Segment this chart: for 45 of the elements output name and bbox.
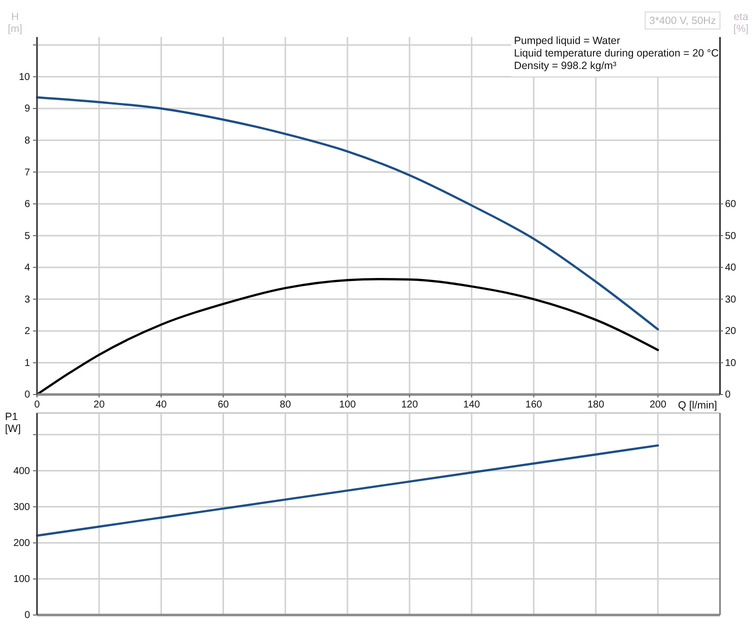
y-tick-label: 5	[24, 230, 30, 242]
annotation: Liquid temperature during operation = 20 °C	[514, 48, 720, 60]
y-axis-title: H [m]	[8, 11, 22, 35]
chart-title: 3*400 V, 50Hz	[649, 15, 716, 27]
annotation: Density = 998.2 kg/m³	[514, 60, 617, 72]
y-tick-label: 0	[24, 610, 30, 622]
y2-tick-label: 0	[725, 390, 731, 401]
y-tick-label: 300	[13, 502, 30, 513]
y2-tick-label: 50	[725, 230, 737, 242]
y2-tick-label: 10	[725, 358, 737, 369]
y2-tick-label: 40	[725, 262, 737, 274]
x-tick-label: 160	[525, 400, 543, 411]
annotation: Pumped liquid = Water	[514, 35, 621, 47]
y2-tick-label: 20	[725, 326, 737, 338]
y-tick-label: 200	[13, 538, 30, 550]
x-tick-label: 120	[401, 400, 418, 411]
x-axis-title: Q [l/min]	[678, 400, 718, 412]
y-tick-label: 4	[24, 262, 30, 274]
line-series	[36, 278, 660, 396]
x-tick-label: 40	[156, 400, 168, 411]
y-tick-label: 10	[18, 72, 30, 83]
x-tick-label: 80	[280, 400, 292, 411]
y-tick-label: 1	[24, 358, 30, 369]
y-tick-label: 100	[13, 574, 30, 586]
y-tick-label: 7	[24, 167, 30, 178]
y-tick-label: 3	[24, 294, 30, 306]
x-tick-label: 100	[339, 400, 356, 411]
y-tick-label: 8	[24, 135, 30, 146]
y-tick-label: 400	[13, 466, 30, 477]
x-tick-label: 140	[463, 400, 480, 411]
x-tick-label: 180	[587, 400, 605, 411]
x-tick-label: 200	[650, 400, 667, 411]
line-series	[36, 96, 660, 330]
x-tick-label: 0	[34, 400, 40, 411]
y-tick-label: 9	[24, 104, 30, 115]
x-tick-label: 20	[94, 400, 106, 411]
y2-axis-title: eta [%]	[733, 11, 749, 35]
x-tick-label: 60	[218, 400, 230, 411]
y-tick-label: 6	[24, 199, 30, 210]
line-series	[36, 444, 660, 537]
y-tick-label: 2	[24, 326, 30, 338]
y-tick-label: 0	[24, 390, 30, 401]
y-axis-title: P1 [W]	[5, 411, 21, 435]
y2-tick-label: 60	[725, 199, 737, 210]
y2-tick-label: 30	[725, 294, 737, 306]
